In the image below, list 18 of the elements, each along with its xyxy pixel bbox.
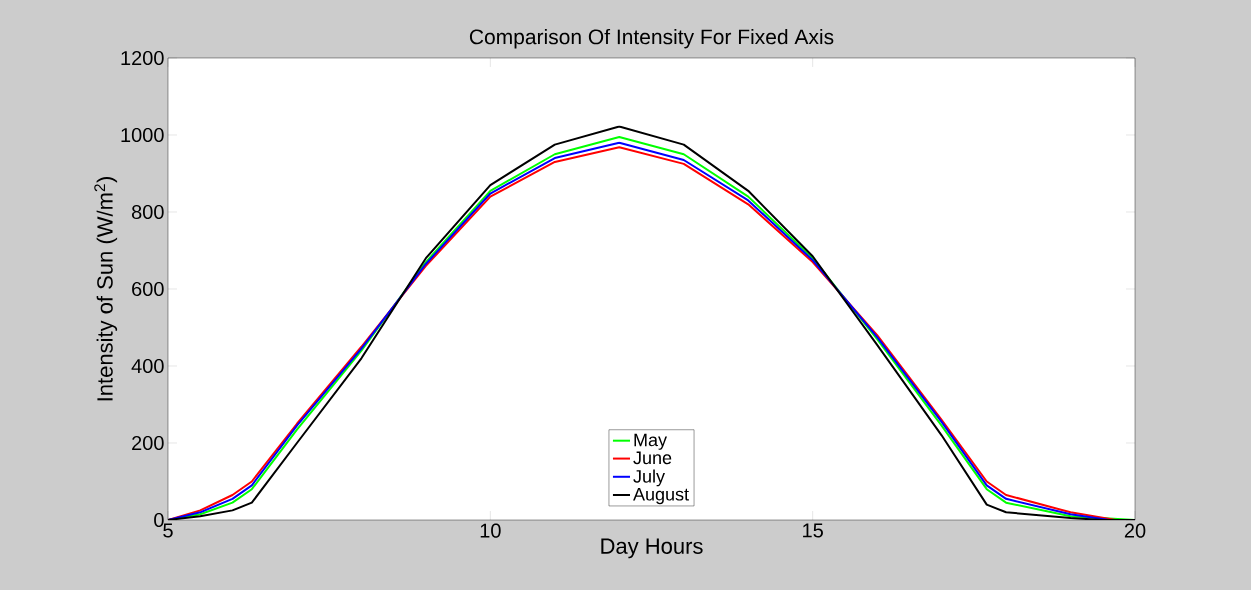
- legend-label: May: [634, 433, 667, 450]
- chart-title: Comparison Of Intensity For Fixed Axis: [469, 28, 834, 49]
- y-axis-title: Intensity of Sun (W/m$^{2}$): [94, 177, 118, 401]
- x-tick-label: 10: [480, 523, 501, 538]
- legend-label: July: [633, 469, 665, 487]
- y-tick-label: 800: [131, 204, 164, 220]
- y-tick-label: 0: [154, 512, 164, 528]
- x-tick-label: 5: [163, 523, 173, 538]
- x-axis-title: Day Hours: [601, 538, 703, 559]
- y-tick-label: 400: [131, 358, 164, 374]
- y-tick-label: 600: [132, 281, 164, 297]
- x-tick-label: 20: [1124, 523, 1146, 538]
- x-tick-label: 15: [803, 523, 823, 538]
- legend-label: June: [633, 451, 672, 465]
- legend-label: August: [633, 488, 689, 505]
- y-tick-label: 200: [132, 435, 164, 451]
- y-tick-label: 1000: [121, 127, 164, 143]
- y-tick-label: 1200: [121, 50, 164, 66]
